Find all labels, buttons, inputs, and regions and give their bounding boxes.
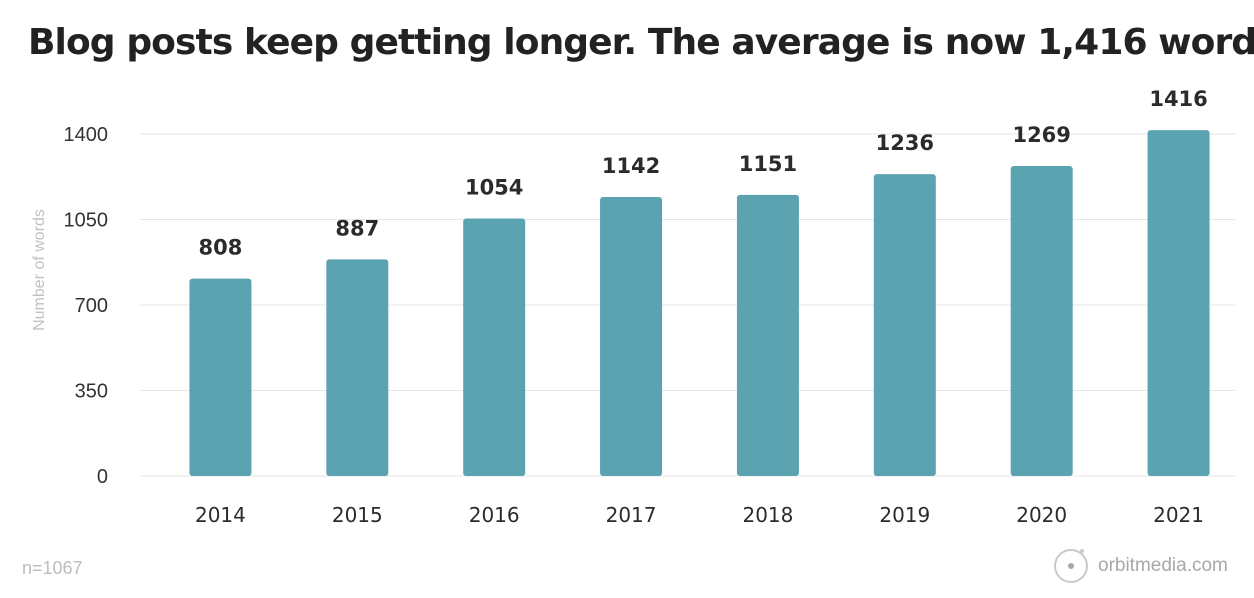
brand-text: orbitmedia.com — [1098, 555, 1228, 576]
bar-2021 — [1147, 130, 1210, 476]
brand-watermark: orbitmedia.com — [1054, 546, 1228, 586]
y-tick-label: 0 — [97, 466, 108, 488]
y-tick-label: 700 — [75, 295, 108, 317]
bar-2016 — [463, 218, 526, 476]
bar-2018 — [736, 194, 799, 476]
bar-2014 — [189, 278, 252, 476]
bar-2019 — [873, 174, 936, 476]
y-axis-label: Number of words — [31, 209, 48, 331]
x-tick-label-2017: 2017 — [606, 503, 657, 527]
y-tick-label: 1400 — [64, 124, 109, 146]
x-tick-label-2018: 2018 — [742, 503, 793, 527]
data-label-2014: 808 — [199, 236, 243, 260]
y-tick-label: 1050 — [64, 210, 109, 232]
bar-2017 — [600, 197, 663, 477]
sample-size-note: n=1067 — [22, 558, 83, 578]
bar-2020 — [1010, 166, 1073, 476]
data-label-2019: 1236 — [876, 131, 934, 155]
x-tick-label-2016: 2016 — [469, 503, 520, 527]
y-tick-label: 350 — [75, 381, 108, 403]
x-tick-label-2019: 2019 — [879, 503, 930, 527]
orbit-logo-icon — [1054, 549, 1088, 583]
data-label-2016: 1054 — [465, 176, 523, 200]
data-label-2015: 887 — [335, 216, 379, 240]
data-label-2017: 1142 — [602, 154, 660, 178]
data-label-2020: 1269 — [1012, 123, 1070, 147]
x-tick-label-2014: 2014 — [195, 503, 246, 527]
x-tick-label-2015: 2015 — [332, 503, 383, 527]
bar-2015 — [326, 259, 389, 476]
chart-title: Blog posts keep getting longer. The aver… — [28, 22, 1254, 63]
x-tick-label-2021: 2021 — [1153, 503, 1204, 527]
x-tick-label-2020: 2020 — [1016, 503, 1067, 527]
data-label-2021: 1416 — [1149, 87, 1207, 111]
data-label-2018: 1151 — [739, 152, 797, 176]
